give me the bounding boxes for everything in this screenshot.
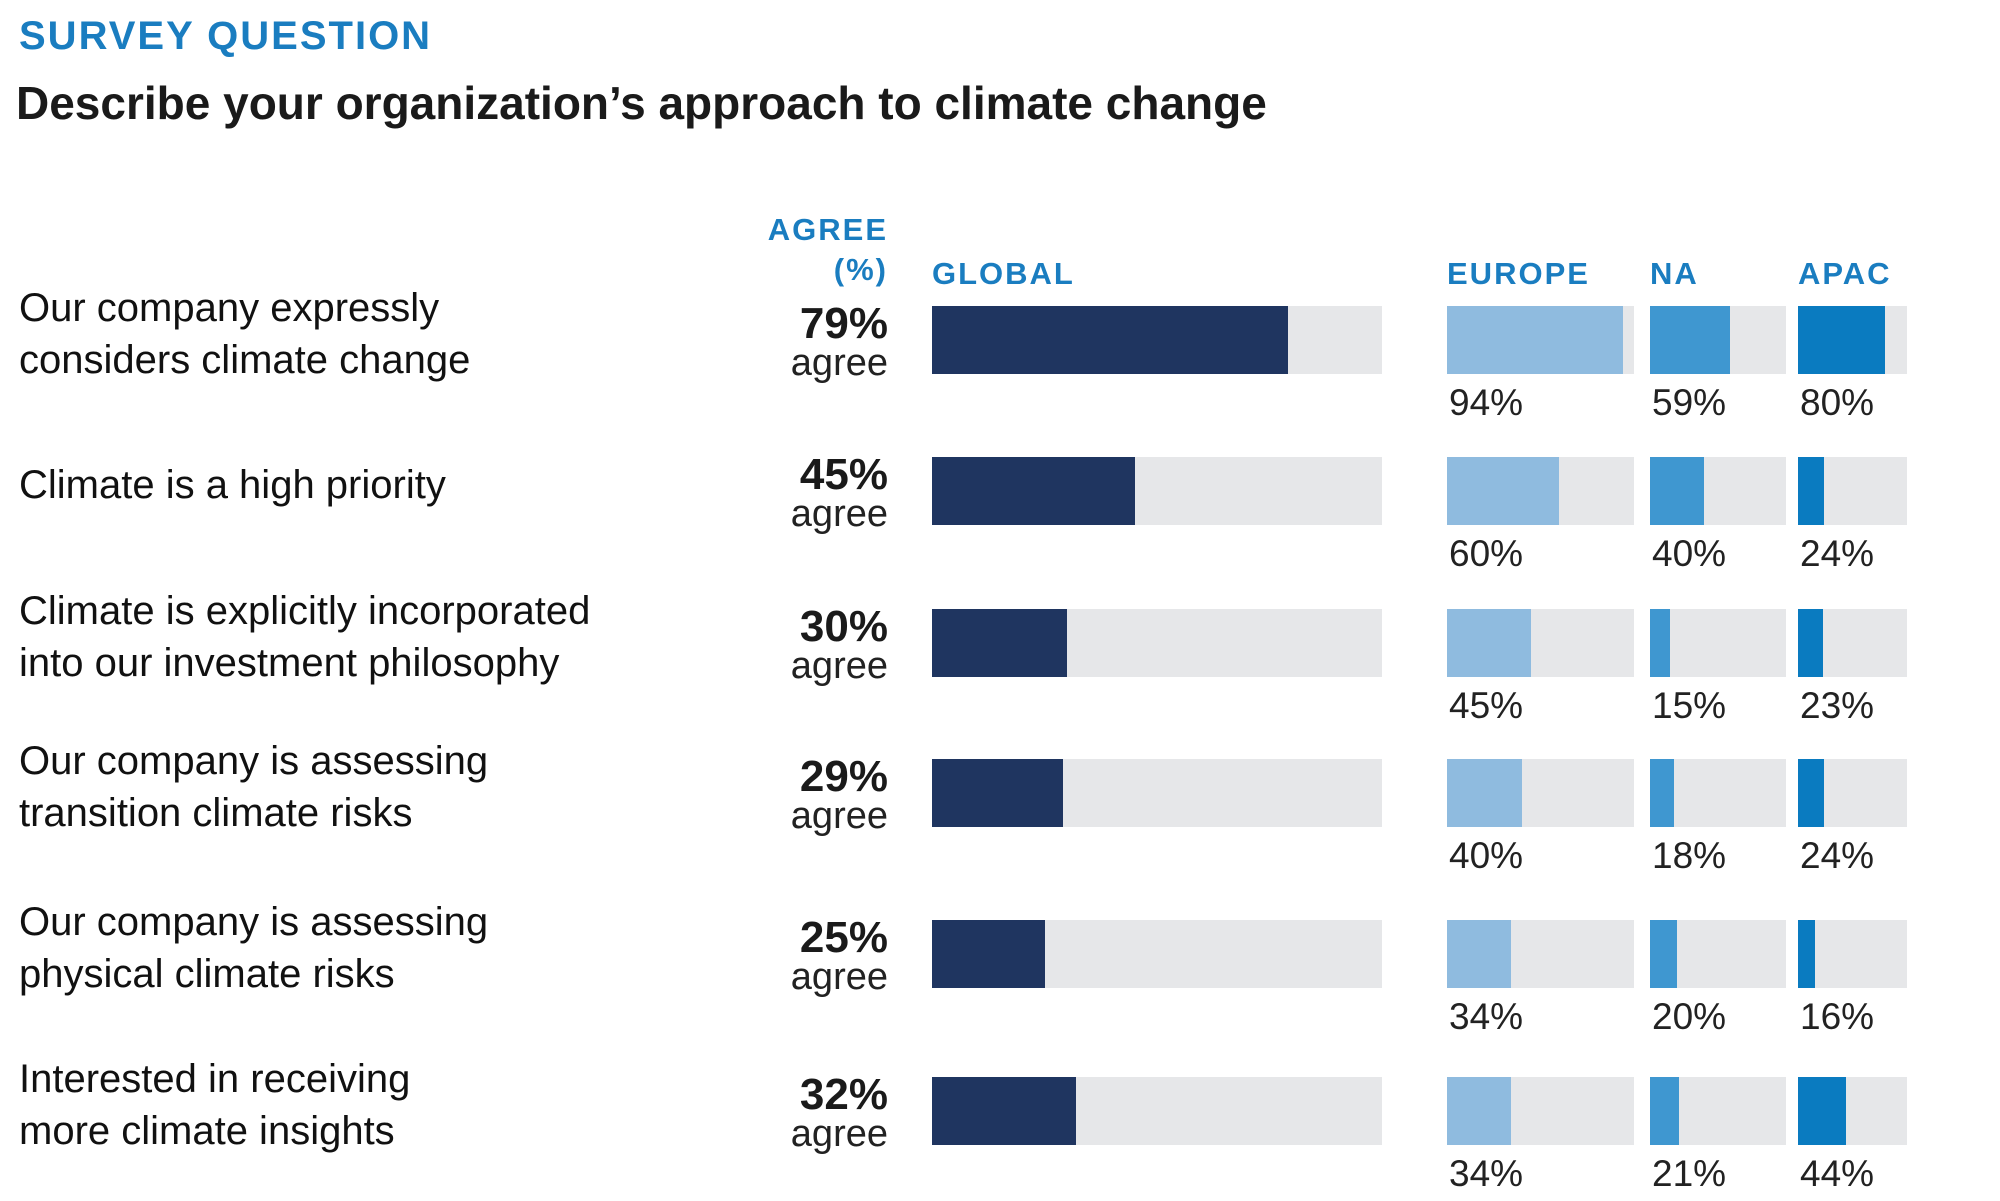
bar (932, 457, 1135, 525)
bar (1650, 609, 1671, 677)
value-label: 59% (1652, 382, 1727, 423)
global-value-label: 25% (799, 913, 888, 962)
bar (1650, 306, 1731, 374)
bar (1798, 920, 1816, 988)
bar (1447, 609, 1532, 677)
category-label: Interested in receiving (19, 1057, 411, 1101)
global-value-label: 29% (799, 752, 888, 801)
bar-track (1798, 920, 1907, 988)
category-label: considers climate change (19, 338, 471, 382)
value-label: 44% (1800, 1153, 1875, 1194)
bar (1447, 920, 1511, 988)
value-label: 16% (1800, 996, 1875, 1037)
value-label: 23% (1800, 685, 1875, 726)
bar (1447, 306, 1623, 374)
series-header: NA (1650, 256, 1699, 291)
value-label: 80% (1800, 382, 1875, 423)
bar (932, 1077, 1076, 1145)
bar (932, 920, 1045, 988)
agree-header: (%) (833, 252, 888, 287)
bar (1650, 920, 1678, 988)
kicker: SURVEY QUESTION (19, 14, 433, 58)
bar (932, 609, 1067, 677)
value-label: 24% (1800, 533, 1875, 574)
category-label: Climate is a high priority (19, 463, 446, 507)
category-label: Our company is assessing (19, 900, 489, 944)
bar-track (1650, 609, 1786, 677)
category-label: into our investment philosophy (19, 641, 560, 685)
value-label: 20% (1652, 996, 1727, 1037)
category-label: transition climate risks (19, 791, 413, 835)
bar (1798, 306, 1886, 374)
agree-label: agree (790, 956, 888, 998)
series-header: EUROPE (1447, 256, 1590, 291)
value-label: 45% (1449, 685, 1524, 726)
chart-title: Describe your organization’s approach to… (16, 77, 1267, 129)
value-label: 21% (1652, 1153, 1727, 1194)
value-label: 60% (1449, 533, 1524, 574)
agree-label: agree (790, 342, 888, 384)
bar (1447, 1077, 1511, 1145)
bar (1798, 457, 1825, 525)
bar (1650, 457, 1705, 525)
agree-label: agree (790, 1113, 888, 1155)
bar (1650, 1077, 1679, 1145)
value-label: 40% (1652, 533, 1727, 574)
category-label: Climate is explicitly incorporated (19, 589, 591, 633)
global-value-label: 32% (799, 1070, 888, 1119)
global-value-label: 45% (799, 450, 888, 499)
agree-label: agree (790, 645, 888, 687)
bar (1798, 1077, 1846, 1145)
category-label: more climate insights (19, 1109, 395, 1153)
category-label: Our company is assessing (19, 739, 489, 783)
bar (1447, 457, 1560, 525)
value-label: 34% (1449, 1153, 1524, 1194)
value-label: 40% (1449, 835, 1524, 876)
global-value-label: 79% (799, 299, 888, 348)
agree-header: AGREE (767, 212, 888, 247)
value-label: 94% (1449, 382, 1524, 423)
value-label: 24% (1800, 835, 1875, 876)
agree-label: agree (790, 795, 888, 837)
series-header: APAC (1798, 256, 1892, 291)
bar (1798, 759, 1825, 827)
value-label: 18% (1652, 835, 1727, 876)
bar (1798, 609, 1824, 677)
category-label: physical climate risks (19, 952, 395, 996)
bar (932, 759, 1063, 827)
agree-label: agree (790, 493, 888, 535)
bar (1447, 759, 1522, 827)
bar (1650, 759, 1675, 827)
category-label: Our company expressly (19, 286, 440, 330)
value-label: 34% (1449, 996, 1524, 1037)
global-value-label: 30% (799, 602, 888, 651)
bar (932, 306, 1288, 374)
value-label: 15% (1652, 685, 1727, 726)
series-header: GLOBAL (932, 256, 1075, 291)
